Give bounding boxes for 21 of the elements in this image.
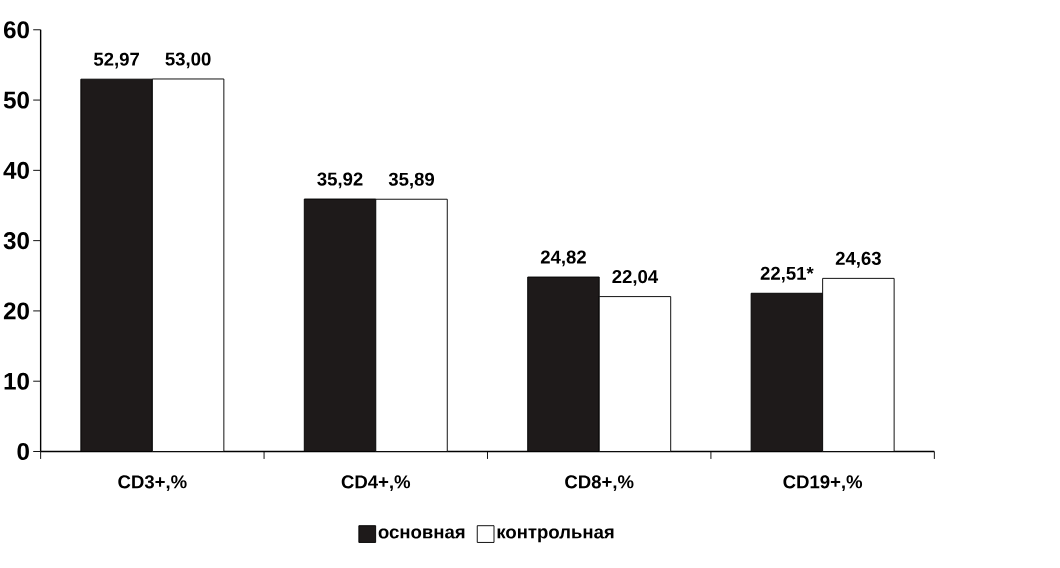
x-tick-label: CD19+,% <box>783 475 863 492</box>
y-tick-label: 40 <box>3 161 29 179</box>
data-label: 52,97 <box>93 52 139 69</box>
data-label: 22,04 <box>612 270 659 286</box>
data-label: 24,63 <box>835 251 881 268</box>
legend-label: контрольная <box>497 528 614 543</box>
x-tick-label: CD3+,% <box>118 475 187 492</box>
data-label: 35,89 <box>388 172 435 189</box>
data-label: 22,51* <box>760 266 814 283</box>
y-tick-label: 10 <box>4 372 29 390</box>
x-tick-label: CD8+,% <box>565 475 634 492</box>
y-tick-label: 20 <box>3 302 29 320</box>
data-label: 35,92 <box>317 172 363 189</box>
y-tick-label: 60 <box>3 21 29 39</box>
x-tick-label: CD4+,% <box>341 475 411 492</box>
y-tick-label: 0 <box>17 443 29 461</box>
y-tick-label: 50 <box>3 91 29 109</box>
data-label: 24,82 <box>540 250 586 267</box>
legend-label: основная <box>378 528 465 539</box>
data-label: 53,00 <box>165 52 211 69</box>
y-tick-label: 30 <box>3 232 29 250</box>
